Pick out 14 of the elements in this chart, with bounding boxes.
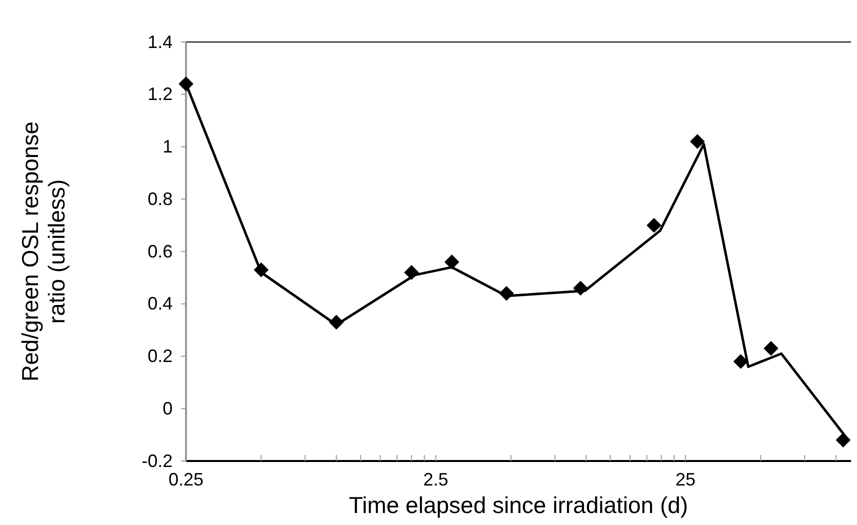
y-axis-title: Red/green OSL response ratio (unitless): [17, 122, 70, 382]
x-tick-label: 25: [675, 470, 696, 490]
y-tick-label: 0.2: [148, 346, 173, 366]
x-tick-label: 0.25: [168, 470, 204, 490]
x-tick-label: 2.5: [423, 470, 448, 490]
y-tick-label: 0.4: [148, 294, 173, 314]
y-tick-label: 0.8: [148, 188, 173, 209]
y-tick-label: -0.2: [142, 450, 173, 471]
y-tick-label: 1: [162, 136, 173, 157]
y-tick-label: 1.2: [148, 84, 173, 104]
y-tick-label: 0: [162, 398, 173, 418]
x-axis-title: Time elapsed since irradiation (d): [348, 492, 688, 518]
y-tick-label: 0.6: [148, 241, 173, 262]
y-tick-label: 1.4: [148, 32, 173, 52]
